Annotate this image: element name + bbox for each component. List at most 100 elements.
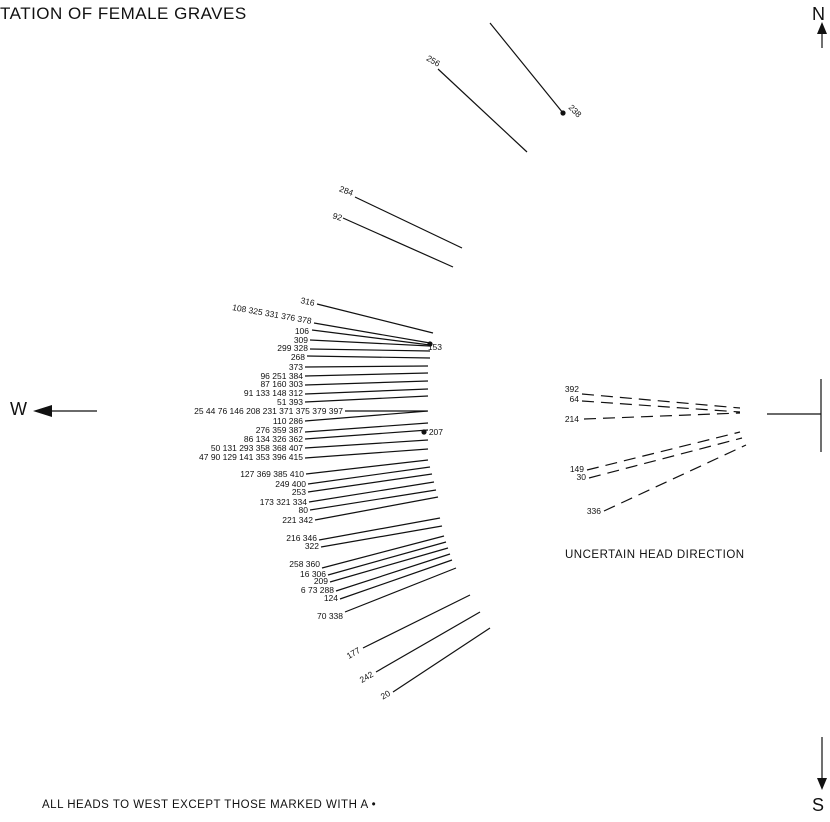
grave-label: 91 133 148 312 [244, 388, 303, 398]
grave-line [318, 517, 441, 541]
grave-label: 258 360 [289, 559, 320, 569]
south-arrowhead [817, 778, 827, 790]
grave-label: 96 251 384 [260, 371, 303, 381]
grave-label: 127 369 385 410 [240, 469, 304, 479]
grave-line [309, 339, 431, 347]
grave-line [304, 395, 429, 403]
west-arrowhead [33, 405, 52, 417]
grave-line [304, 422, 429, 433]
uncertain-grave-label: 392 [565, 384, 579, 394]
grave-line [362, 594, 471, 649]
grave-line [304, 429, 429, 440]
grave-label: 238 [567, 102, 584, 119]
grave-line [316, 303, 434, 334]
uncertain-grave-line [581, 400, 741, 413]
grave-label: 51 393 [277, 397, 303, 407]
grave-label: 221 342 [282, 515, 313, 525]
grave-line [342, 217, 454, 268]
grave-label: 124 [324, 593, 338, 603]
uncertain-grave-line [586, 431, 741, 471]
grave-label: 70 338 [317, 611, 343, 621]
grave-line [354, 196, 463, 249]
compass-west-label: W [10, 399, 27, 419]
grave-line [313, 322, 431, 344]
grave-line [321, 535, 445, 569]
grave-line [304, 448, 429, 459]
grave-line [344, 567, 457, 613]
uncertain-grave-label: 336 [587, 506, 601, 516]
grave-label: 373 [289, 362, 303, 372]
uncertain-grave-line [603, 444, 747, 512]
grave-label: 177 [345, 645, 363, 661]
grave-label: 209 [314, 576, 328, 586]
grave-line [304, 439, 429, 449]
uncertain-grave-line [588, 437, 743, 479]
grave-label: 50 131 293 358 368 407 [211, 443, 303, 453]
grave-label: 207 [429, 427, 443, 437]
west-axis-label: 25 44 76 146 208 231 371 375 379 397 [194, 406, 343, 416]
grave-line [335, 553, 451, 592]
uncertain-grave-line [583, 412, 741, 420]
grave-label: 316 [300, 295, 316, 308]
grave-line [304, 410, 429, 422]
grave-label: 92 [331, 210, 343, 223]
grave-label: 276 359 387 [256, 425, 304, 435]
grave-label: 309 [294, 335, 308, 345]
uncertain-grave-line [581, 393, 741, 409]
grave-line [305, 459, 429, 475]
grave-label: 249 400 [275, 479, 306, 489]
grave-label: 253 [292, 487, 306, 497]
grave-line [308, 481, 435, 503]
grave-label: 110 286 [273, 416, 303, 426]
head-east-marker-dot [427, 341, 433, 347]
grave-label: 256 [425, 53, 443, 69]
grave-line [309, 348, 431, 352]
grave-label: 153 [428, 342, 442, 352]
grave-label: 80 [299, 505, 309, 515]
grave-line [320, 525, 443, 548]
grave-label: 242 [358, 669, 376, 685]
grave-line [375, 611, 481, 673]
grave-label: 106 [295, 326, 309, 336]
uncertain-grave-label: 64 [570, 394, 580, 404]
grave-line [307, 466, 431, 485]
grave-label: 6 73 288 [301, 585, 334, 595]
grave-label: 173 321 334 [260, 497, 308, 507]
grave-line [329, 547, 449, 583]
north-arrowhead [817, 22, 827, 34]
grave-label: 16 306 [300, 569, 326, 579]
grave-line [309, 489, 437, 511]
grave-line [304, 365, 429, 368]
grave-label: 322 [305, 541, 319, 551]
compass-south-label: S [812, 795, 825, 815]
uncertain-grave-label: 149 [570, 464, 584, 474]
uncertain-grave-label: 214 [565, 414, 579, 424]
grave-line [339, 559, 453, 600]
grave-label: 216 346 [286, 533, 317, 543]
grave-line [304, 388, 429, 395]
grave-line [489, 22, 564, 114]
grave-line [306, 355, 431, 359]
compass-north-label: N [812, 4, 825, 24]
grave-label: 268 [291, 352, 305, 362]
grave-line [327, 541, 447, 576]
grave-label: 108 325 331 376 378 [232, 302, 313, 326]
grave-line [307, 473, 433, 493]
uncertain-grave-label: 30 [577, 472, 587, 482]
grave-line [392, 627, 491, 693]
grave-line [437, 68, 528, 153]
grave-line [314, 496, 439, 521]
grave-line [304, 380, 429, 386]
grave-label: 20 [379, 688, 392, 702]
grave-label: 86 134 326 362 [244, 434, 303, 444]
head-east-marker-dot [560, 110, 566, 116]
grave-line [311, 329, 431, 346]
grave-label: 47 90 129 141 353 396 415 [199, 452, 303, 462]
grave-label: 284 [338, 184, 355, 198]
footnote: ALL HEADS TO WEST EXCEPT THOSE MARKED WI… [42, 799, 377, 811]
grave-label: 87 160 303 [260, 379, 303, 389]
grave-label: 299 328 [277, 343, 308, 353]
uncertain-head-direction-label: UNCERTAIN HEAD DIRECTION [565, 549, 745, 561]
diagram-title: TATION OF FEMALE GRAVES [0, 4, 247, 23]
